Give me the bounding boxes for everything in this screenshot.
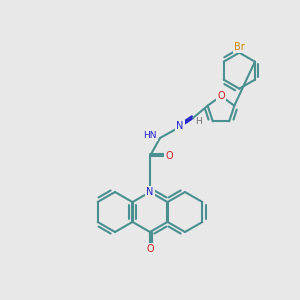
Text: Br: Br xyxy=(234,42,245,52)
Text: O: O xyxy=(165,151,173,161)
Text: HN: HN xyxy=(143,131,157,140)
Text: H: H xyxy=(196,118,202,127)
Text: N: N xyxy=(176,121,184,131)
Text: O: O xyxy=(217,91,225,101)
Text: O: O xyxy=(146,244,154,254)
Text: N: N xyxy=(146,187,154,197)
